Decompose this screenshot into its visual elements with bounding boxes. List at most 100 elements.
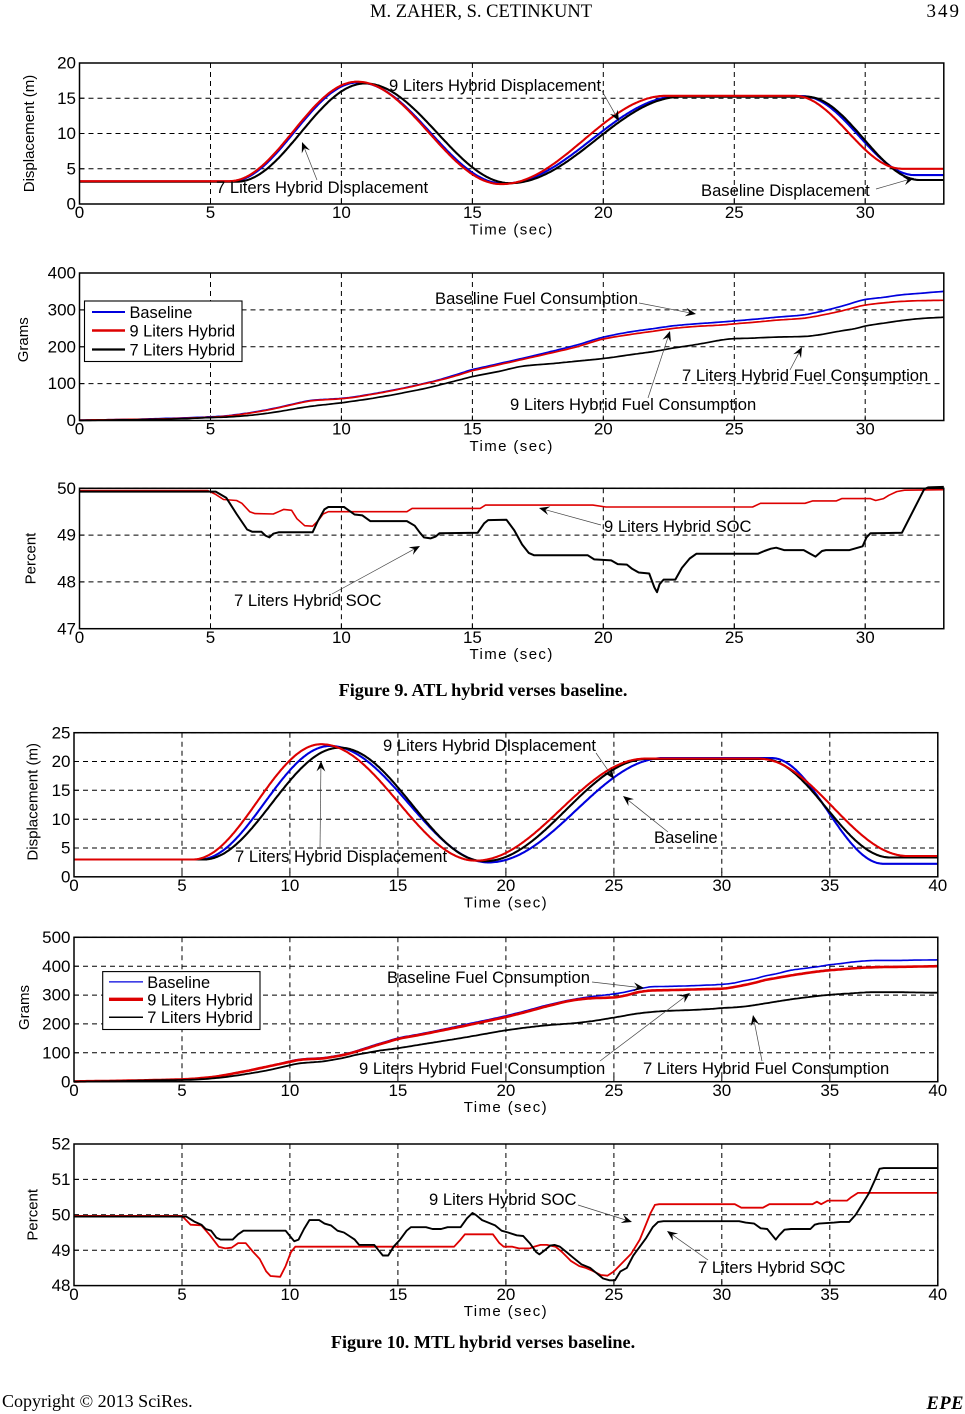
svg-text:Figure 10. MTL hybrid verses b: Figure 10. MTL hybrid verses baseline. (331, 1332, 635, 1352)
svg-text:15: 15 (388, 1285, 407, 1304)
svg-text:Grams: Grams (16, 985, 33, 1030)
svg-text:10: 10 (332, 628, 351, 647)
svg-text:15: 15 (388, 1081, 407, 1100)
svg-text:40: 40 (928, 1081, 947, 1100)
svg-text:Copyright © 2013 SciRes.: Copyright © 2013 SciRes. (2, 1391, 193, 1411)
svg-text:48: 48 (57, 573, 76, 592)
svg-text:7 Liters Hybrid Displacement: 7 Liters Hybrid Displacement (216, 178, 429, 197)
svg-text:400: 400 (42, 957, 70, 976)
svg-text:300: 300 (42, 986, 70, 1005)
svg-text:15: 15 (52, 781, 71, 800)
svg-text:Percent: Percent (24, 1188, 41, 1241)
svg-text:9 Liters Hybrid SOC: 9 Liters Hybrid SOC (429, 1190, 577, 1209)
svg-text:50: 50 (52, 1205, 71, 1224)
svg-text:200: 200 (48, 337, 76, 356)
svg-text:Time (sec): Time (sec) (464, 1303, 548, 1320)
svg-text:0: 0 (69, 1285, 78, 1304)
svg-text:10: 10 (332, 203, 351, 222)
svg-text:Time (sec): Time (sec) (464, 1099, 548, 1116)
svg-text:5: 5 (177, 1081, 186, 1100)
svg-text:25: 25 (725, 420, 744, 439)
svg-text:10: 10 (57, 124, 76, 143)
svg-text:500: 500 (42, 928, 70, 947)
svg-text:35: 35 (820, 1081, 839, 1100)
svg-text:400: 400 (48, 264, 76, 283)
svg-text:Baseline Fuel Consumption: Baseline Fuel Consumption (387, 968, 590, 987)
svg-text:40: 40 (928, 1285, 947, 1304)
svg-text:Displacement (m): Displacement (m) (25, 743, 42, 861)
svg-text:9 Liters Hybrid: 9 Liters Hybrid (130, 323, 236, 341)
svg-text:20: 20 (496, 1081, 515, 1100)
svg-text:30: 30 (712, 876, 731, 895)
svg-text:10: 10 (280, 1285, 299, 1304)
svg-text:5: 5 (206, 203, 215, 222)
svg-text:51: 51 (52, 1170, 71, 1189)
svg-text:200: 200 (42, 1015, 70, 1034)
svg-text:15: 15 (463, 203, 482, 222)
svg-text:40: 40 (928, 876, 947, 895)
svg-text:Time (sec): Time (sec) (469, 222, 553, 239)
svg-text:15: 15 (388, 876, 407, 895)
svg-text:5: 5 (177, 876, 186, 895)
svg-text:9 Liters Hybrid DIsplacement: 9 Liters Hybrid DIsplacement (383, 736, 596, 755)
svg-text:Baseline: Baseline (654, 828, 718, 847)
svg-text:100: 100 (42, 1043, 70, 1062)
svg-text:49: 49 (57, 526, 76, 545)
svg-text:0: 0 (75, 628, 84, 647)
svg-text:0: 0 (75, 203, 84, 222)
svg-text:15: 15 (463, 420, 482, 439)
svg-text:Baseline Displacement: Baseline Displacement (701, 181, 870, 200)
svg-text:20: 20 (496, 876, 515, 895)
svg-text:Time (sec): Time (sec) (469, 438, 553, 455)
svg-text:25: 25 (604, 1285, 623, 1304)
svg-text:20: 20 (52, 752, 71, 771)
svg-text:0: 0 (67, 195, 76, 214)
svg-text:15: 15 (463, 628, 482, 647)
svg-text:Figure 9. ATL hybrid verses ba: Figure 9. ATL hybrid verses baseline. (339, 680, 628, 700)
svg-text:5: 5 (61, 839, 70, 858)
svg-text:Displacement (m): Displacement (m) (21, 75, 38, 193)
svg-text:0: 0 (61, 867, 70, 886)
svg-text:7 Liters Hybrid Fuel Consumpti: 7 Liters Hybrid Fuel Consumption (682, 366, 928, 385)
svg-text:9 Liters Hybrid: 9 Liters Hybrid (147, 991, 253, 1009)
svg-text:5: 5 (206, 420, 215, 439)
svg-text:9 Liters Hybrid SOC: 9 Liters Hybrid SOC (604, 517, 752, 536)
svg-text:7 Liters Hybrid Displacement: 7 Liters Hybrid Displacement (235, 847, 448, 866)
svg-text:35: 35 (820, 1285, 839, 1304)
svg-text:Baseline Fuel Consumption: Baseline Fuel Consumption (435, 289, 638, 308)
svg-text:50: 50 (57, 479, 76, 498)
svg-text:10: 10 (332, 420, 351, 439)
svg-text:10: 10 (280, 1081, 299, 1100)
svg-text:7 Liters Hybrid SOC: 7 Liters Hybrid SOC (234, 591, 382, 610)
svg-text:100: 100 (48, 374, 76, 393)
svg-text:349: 349 (927, 1, 962, 22)
svg-text:47: 47 (57, 619, 76, 638)
svg-text:20: 20 (594, 628, 613, 647)
svg-text:35: 35 (820, 876, 839, 895)
svg-text:25: 25 (725, 203, 744, 222)
svg-text:M. ZAHER, S. CETINKUNT: M. ZAHER, S. CETINKUNT (370, 2, 592, 22)
svg-text:Grams: Grams (15, 317, 32, 362)
svg-text:0: 0 (61, 1072, 70, 1091)
svg-text:Time (sec): Time (sec) (464, 894, 548, 911)
svg-text:30: 30 (856, 203, 875, 222)
svg-text:15: 15 (57, 89, 76, 108)
svg-text:25: 25 (52, 723, 71, 742)
svg-text:5: 5 (206, 628, 215, 647)
svg-text:20: 20 (57, 54, 76, 73)
svg-text:30: 30 (856, 628, 875, 647)
svg-text:10: 10 (280, 876, 299, 895)
svg-text:0: 0 (69, 876, 78, 895)
svg-text:25: 25 (725, 628, 744, 647)
svg-text:20: 20 (594, 203, 613, 222)
svg-text:7 Liters Hybrid Fuel Consumpti: 7 Liters Hybrid Fuel Consumption (643, 1059, 889, 1078)
svg-text:5: 5 (67, 159, 76, 178)
svg-text:20: 20 (594, 420, 613, 439)
svg-text:9 Liters Hybrid Fuel Consumpti: 9 Liters Hybrid Fuel Consumption (359, 1059, 605, 1078)
svg-text:10: 10 (52, 810, 71, 829)
svg-text:7 Liters Hybrid SOC: 7 Liters Hybrid SOC (698, 1258, 846, 1277)
svg-text:300: 300 (48, 301, 76, 320)
svg-text:Percent: Percent (23, 532, 40, 585)
svg-text:52: 52 (52, 1135, 71, 1154)
svg-text:Time (sec): Time (sec) (469, 646, 553, 663)
